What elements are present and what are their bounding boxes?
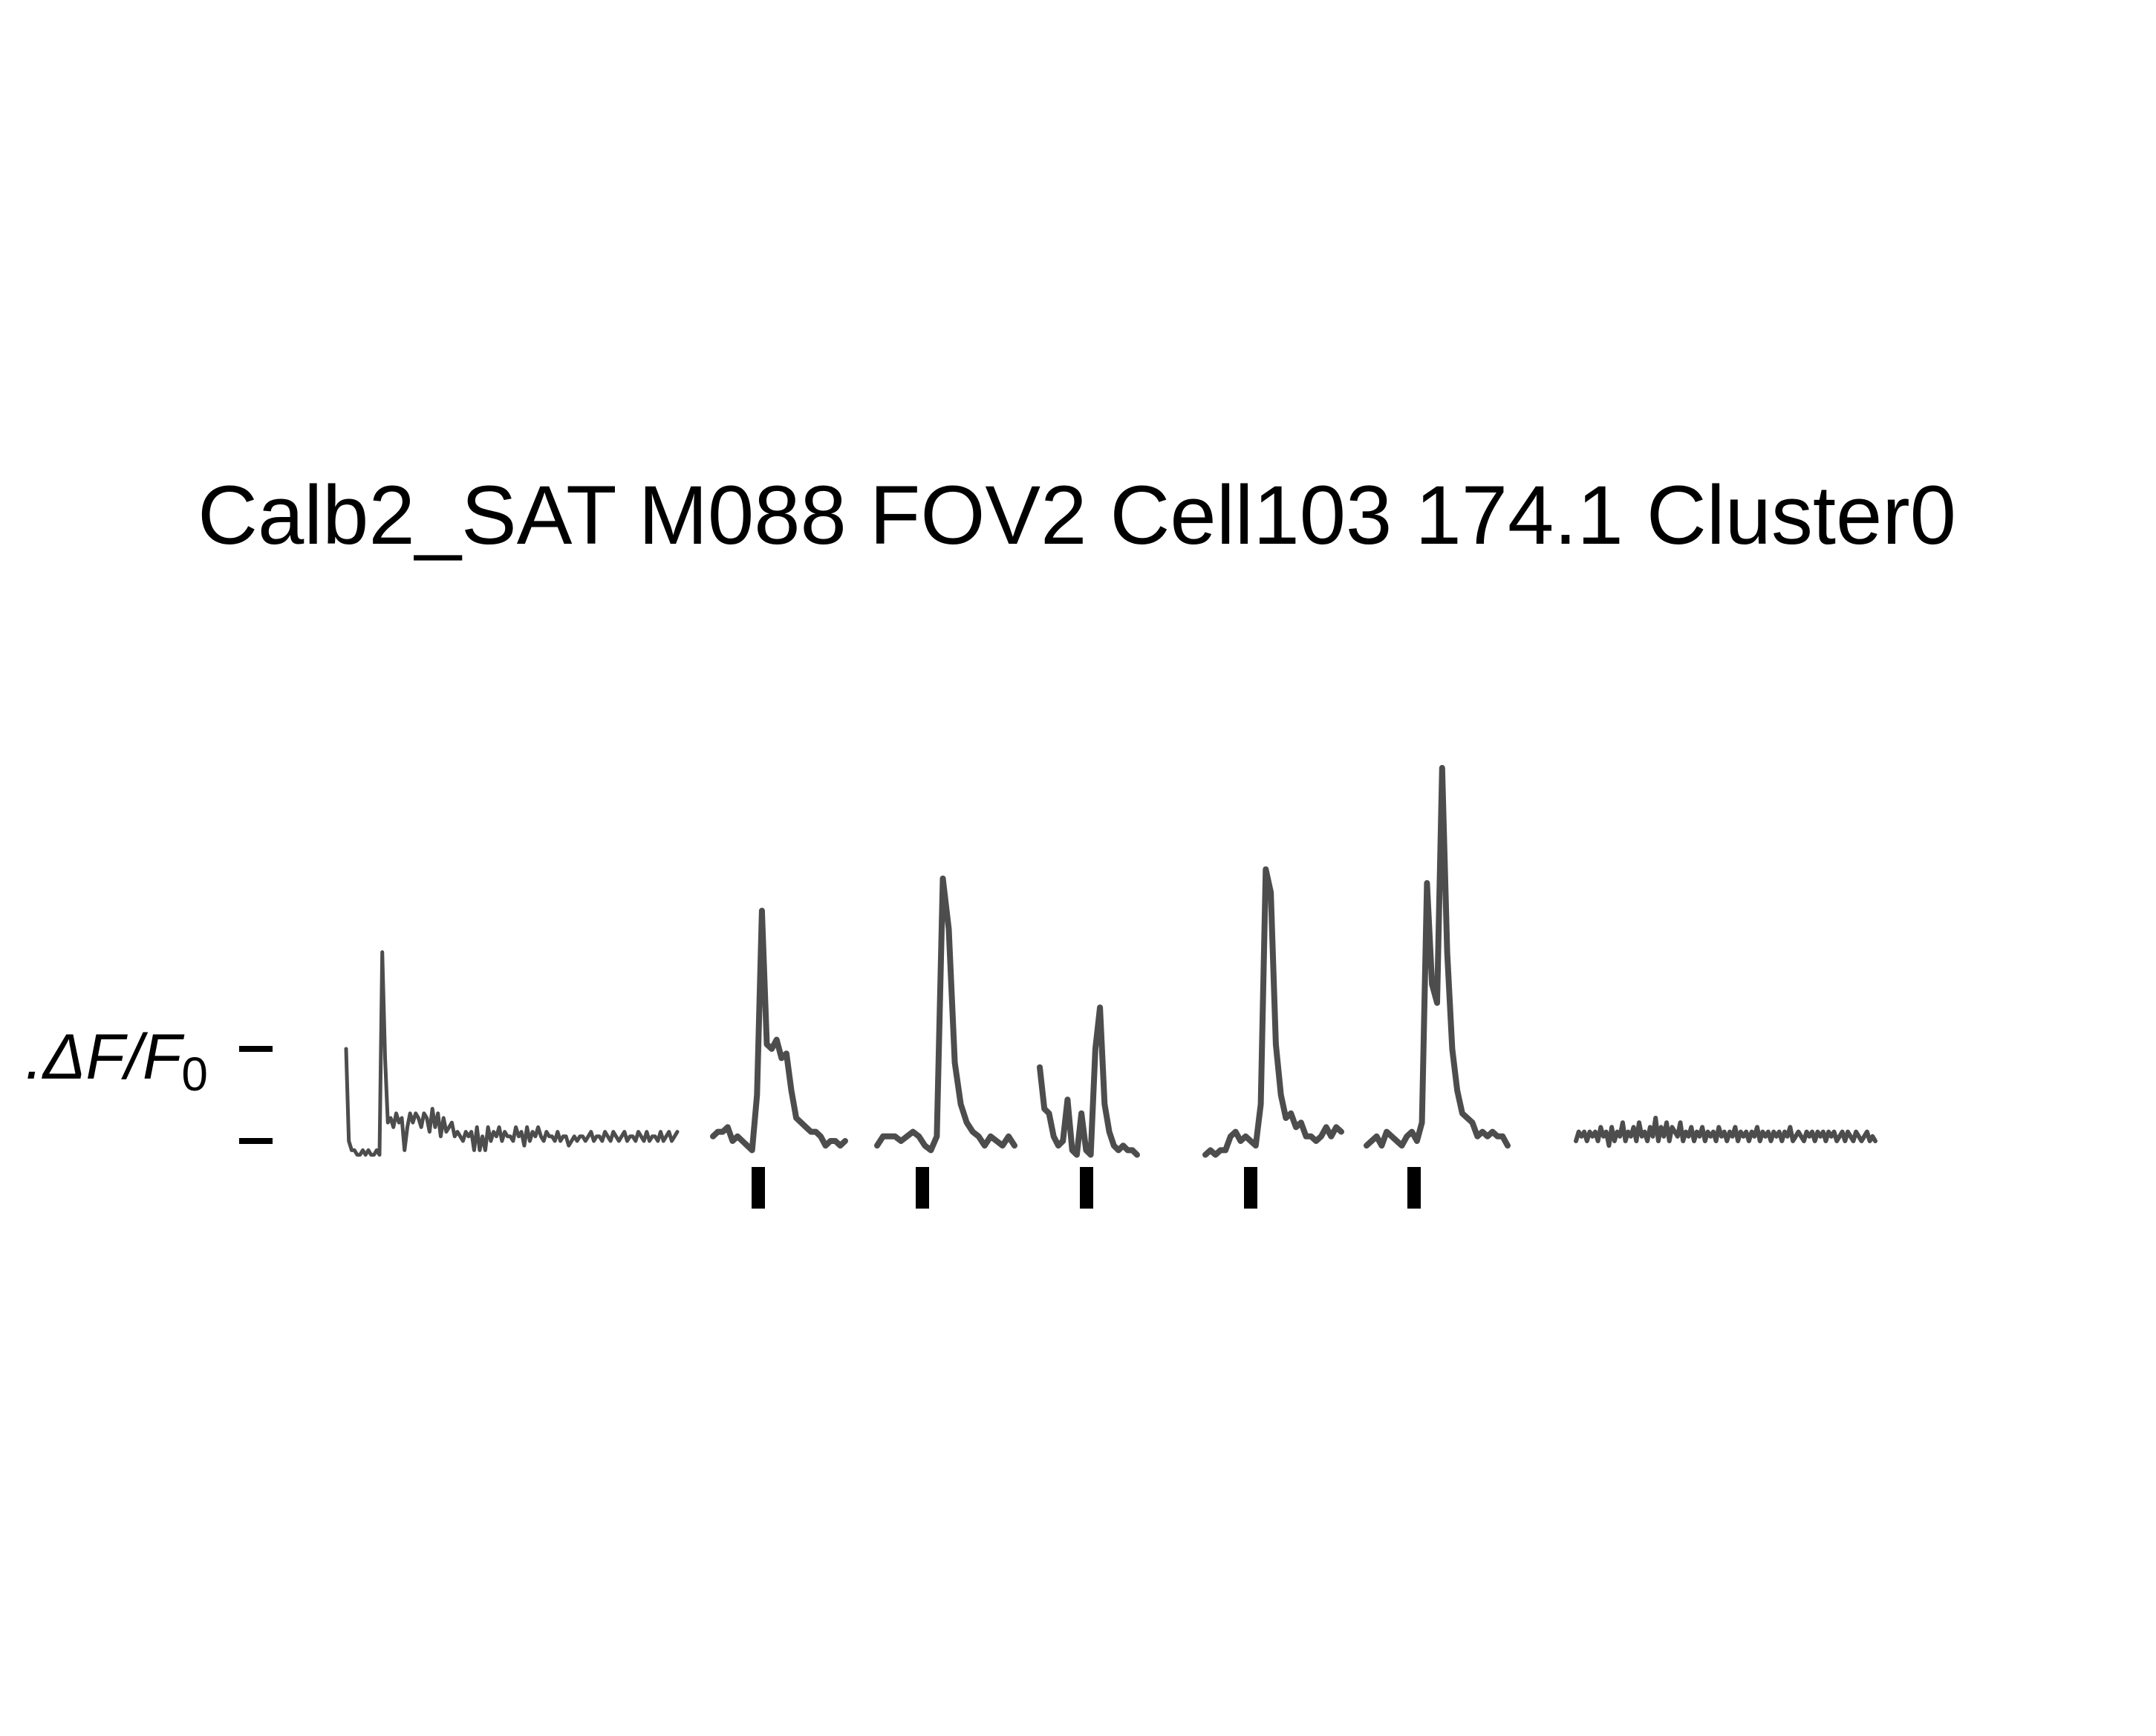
scale-bar-label-subscript: 0 bbox=[181, 1047, 208, 1101]
trace-segment-6 bbox=[1364, 764, 1511, 1149]
stimulus-marker-1 bbox=[752, 1167, 765, 1209]
stimulus-marker-3 bbox=[1080, 1167, 1093, 1209]
trace-segment-7 bbox=[1574, 1116, 1877, 1148]
stimulus-marker-5 bbox=[1407, 1167, 1421, 1209]
trace-segment-1 bbox=[344, 950, 680, 1157]
scale-bar-label: .ΔF/F0 bbox=[25, 1021, 208, 1101]
stimulus-marker-2 bbox=[916, 1167, 929, 1209]
chart-title: Calb2_SAT M088 FOV2 Cell103 174.1 Cluste… bbox=[198, 469, 1956, 562]
scale-bar: .ΔF/F0 bbox=[25, 1021, 273, 1144]
scale-bar-label-main: .ΔF/F bbox=[25, 1021, 185, 1093]
trace-segment-4 bbox=[1037, 1004, 1140, 1158]
stimulus-marker-4 bbox=[1244, 1167, 1257, 1209]
trace-segment-3 bbox=[874, 875, 1017, 1154]
trace-segment-2 bbox=[710, 908, 848, 1154]
trace-segment-5 bbox=[1202, 866, 1344, 1158]
stimulus-markers bbox=[752, 1167, 1421, 1209]
traces bbox=[344, 764, 1877, 1158]
